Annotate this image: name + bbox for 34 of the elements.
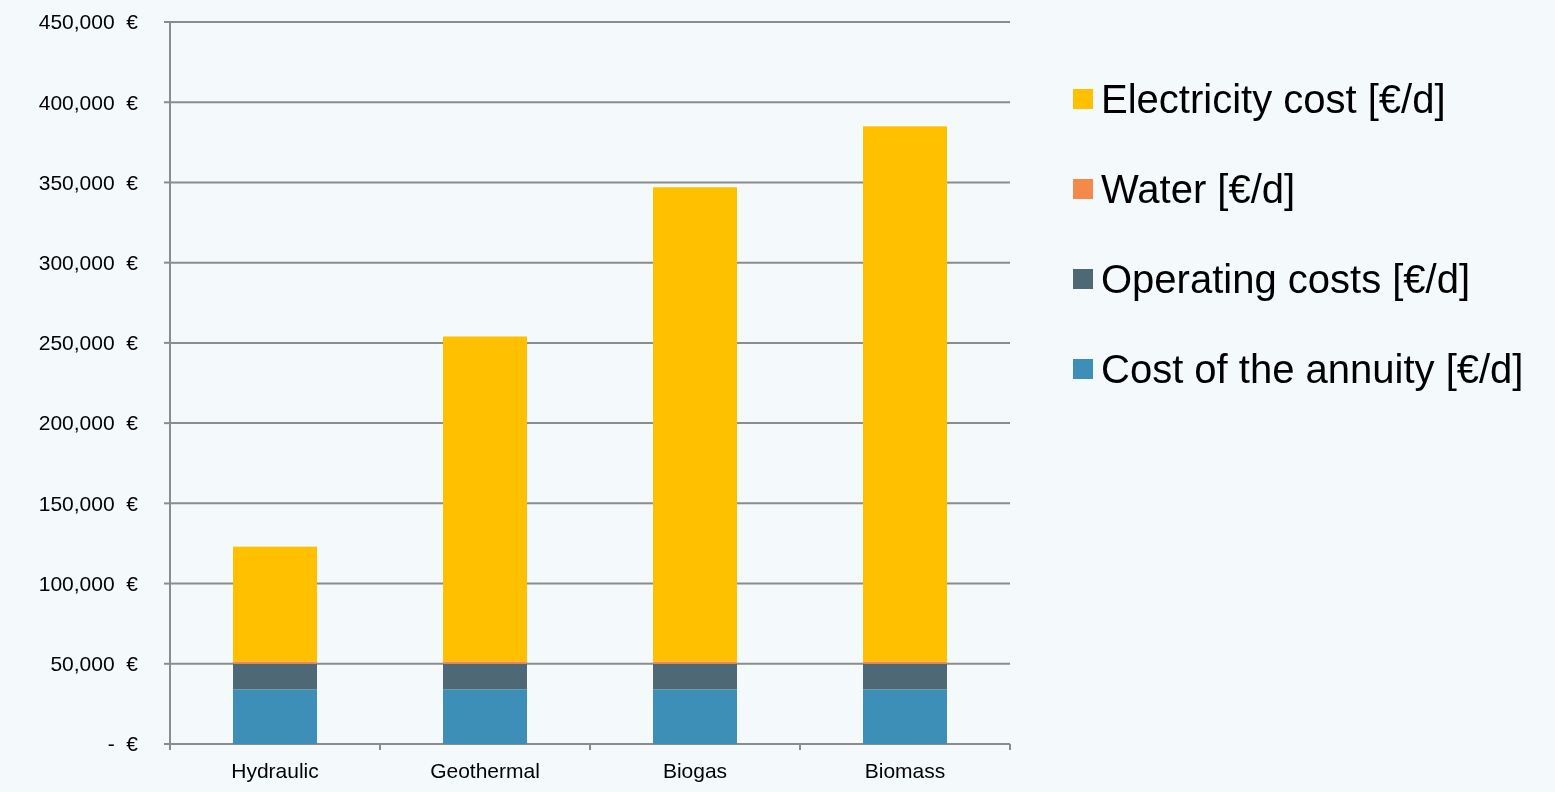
bar	[443, 661, 527, 664]
y-tick-label: 450,000 €	[38, 10, 139, 34]
x-tick-label: Hydraulic	[231, 759, 319, 782]
y-tick-label: 250,000 €	[38, 331, 139, 355]
bar	[233, 689, 317, 744]
bar	[653, 689, 737, 744]
bar	[863, 661, 947, 664]
y-tick-label: 350,000 €	[38, 170, 139, 194]
legend-label: Electricity cost [€/d]	[1101, 77, 1446, 121]
bar	[443, 336, 527, 662]
x-tick-label: Biogas	[662, 759, 728, 782]
legend-label: Water [€/d]	[1101, 167, 1296, 211]
legend-label: Operating costs [€/d]	[1101, 257, 1471, 301]
legend-label: Cost of the annuity [€/d]	[1101, 347, 1524, 391]
y-tick-label: 100,000 €	[38, 571, 139, 595]
bar	[443, 663, 527, 690]
x-tick-label: Biomass	[864, 759, 946, 782]
bar	[653, 187, 737, 662]
bar	[863, 689, 947, 744]
bar	[443, 689, 527, 744]
bar	[233, 663, 317, 690]
bar	[653, 661, 737, 664]
y-tick-label: - €	[107, 732, 139, 756]
bar	[233, 546, 317, 662]
y-tick-label: 300,000 €	[38, 251, 139, 275]
y-tick-label: 150,000 €	[38, 491, 139, 515]
bar	[233, 661, 317, 664]
y-tick-label: 400,000 €	[38, 90, 139, 114]
y-tick-label: 50,000 €	[50, 652, 139, 676]
bar	[653, 663, 737, 690]
bar	[863, 126, 947, 662]
bar	[863, 663, 947, 690]
y-tick-label: 200,000 €	[38, 411, 139, 435]
x-tick-label: Geothermal	[430, 759, 540, 782]
